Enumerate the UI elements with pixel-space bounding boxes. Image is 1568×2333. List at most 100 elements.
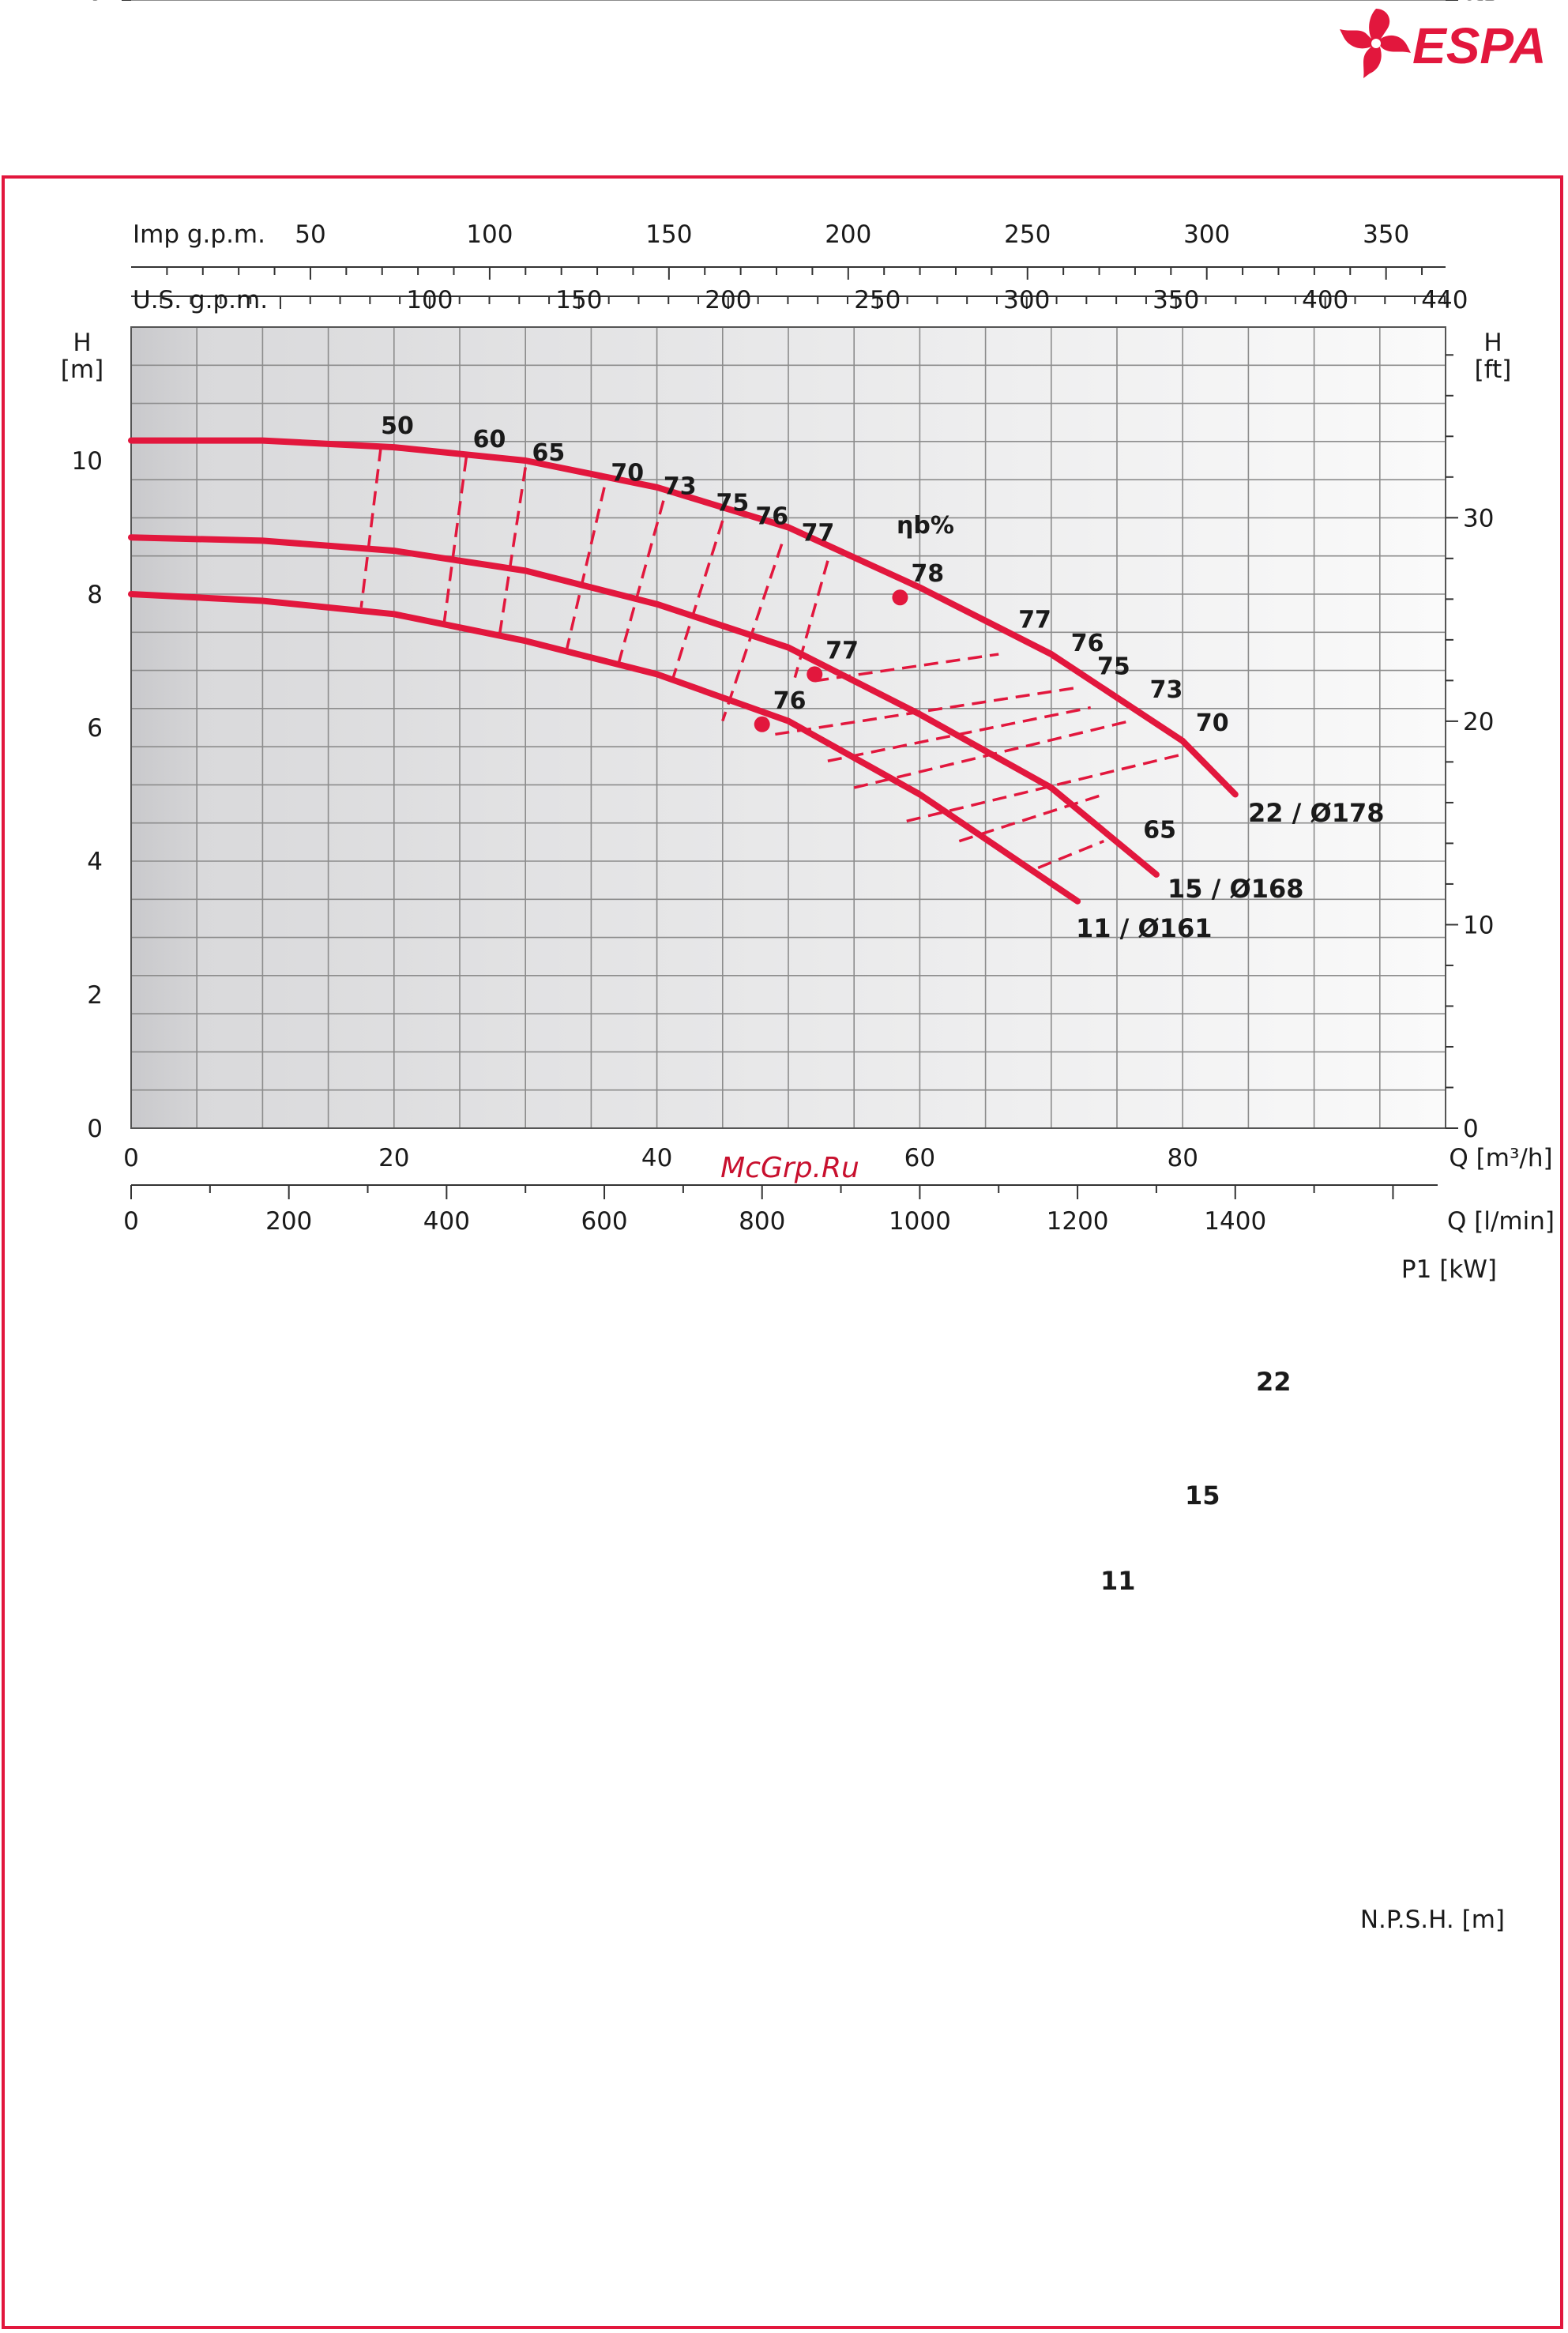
head-y-right-tick-label: 20 [1463, 708, 1494, 736]
lmin-tick-label: 1400 [1204, 1207, 1266, 1236]
npsh-y-right-tick-label: 0 [1473, 0, 1489, 6]
power-curve-label: 22 [1256, 1367, 1292, 1397]
efficiency-label: 76 [1071, 630, 1104, 657]
head-ylabel-right: H [1483, 329, 1502, 357]
npsh-y-right-tick-label: 10 [1465, 0, 1496, 6]
efficiency-label: 73 [1150, 676, 1183, 704]
npsh-y-tick-label: 0 [87, 0, 103, 6]
efficiency-label: 50 [381, 412, 414, 440]
efficiency-label: 75 [716, 489, 749, 517]
efficiency-label: 60 [473, 426, 506, 453]
head-y-tick-label: 0 [87, 1115, 103, 1143]
efficiency-label: 73 [664, 472, 697, 500]
efficiency-label: 65 [1143, 816, 1176, 844]
lmin-tick-label: 800 [739, 1207, 785, 1236]
efficiency-line-50 [359, 446, 382, 608]
imp-gpm-tick-label: 50 [295, 220, 325, 249]
head-grid [130, 326, 1446, 1129]
lmin-tick-label: 400 [423, 1207, 470, 1236]
power-ylabel-right: P1 [kW] [1401, 1255, 1497, 1284]
head-x-tick-label: 40 [641, 1144, 672, 1172]
brand-name: ESPA [1412, 17, 1547, 74]
efficiency-title: ηb% [897, 512, 954, 540]
us-gpm-tick-label: 350 [1152, 286, 1199, 314]
efficiency-line-70 [563, 487, 606, 658]
espa-logo: ESPA [1340, 9, 1547, 78]
efficiency-label: 76 [755, 502, 788, 530]
head-y-tick-label: 8 [87, 581, 103, 609]
efficiency-line-65 [1037, 840, 1105, 870]
bep-label: 76 [773, 687, 807, 715]
efficiency-line-73 [615, 500, 665, 668]
npsh-y-tick-label: 6 [87, 0, 103, 6]
efficiency-line-70 [906, 753, 1183, 823]
imp-gpm-tick-label: 350 [1363, 220, 1409, 249]
lmin-tick-label: 1000 [889, 1207, 951, 1236]
efficiency-line-77 [793, 560, 829, 679]
us-gpm-tick-label: 300 [1003, 286, 1050, 314]
head-ylabel-left: H [73, 329, 91, 357]
head-curve-1 [128, 534, 1160, 878]
power-curve-label: 15 [1185, 1481, 1220, 1511]
lmin-tick-label: 0 [123, 1207, 139, 1236]
us-gpm-tick-label: 100 [406, 286, 453, 314]
imp-gpm-tick-label: 150 [645, 220, 692, 249]
lmin-label: Q [l/min] [1447, 1207, 1555, 1236]
efficiency-line-65 [498, 467, 527, 638]
npsh-y-tick-label: 2 [87, 0, 103, 6]
us-gpm-label: U.S. g.p.m. [133, 286, 268, 314]
head-curve-0 [128, 437, 1239, 798]
us-gpm-tick-label: 440 [1421, 286, 1468, 314]
bep-point [892, 589, 908, 606]
efficiency-label: 70 [1196, 709, 1229, 737]
bep-point [807, 666, 823, 683]
head-curve-label: 15 / Ø168 [1168, 874, 1304, 904]
power-y-tick-label: 1 [1473, 0, 1489, 6]
lmin-tick-label: 200 [265, 1207, 312, 1236]
head-y-right-tick-label: 10 [1463, 911, 1494, 939]
lmin-tick-label: 1200 [1047, 1207, 1109, 1236]
head-x-tick-label: 60 [904, 1144, 935, 1172]
efficiency-label: 65 [532, 439, 566, 467]
head-ylabel-right-unit: [ft] [1475, 356, 1512, 384]
head-x-tick-label: 80 [1167, 1144, 1198, 1172]
watermark: McGrp.Ru [720, 1152, 859, 1184]
npsh-y-right-tick-label: 5 [1473, 0, 1489, 6]
us-gpm-tick-label: 150 [555, 286, 602, 314]
head-y-tick-label: 10 [72, 447, 103, 476]
head-curve-label: 11 / Ø161 [1076, 913, 1213, 943]
head-y-tick-label: 6 [87, 714, 103, 743]
imp-gpm-tick-label: 250 [1004, 220, 1051, 249]
efficiency-line-76 [775, 686, 1078, 736]
npsh-ylabel-right: N.P.S.H. [m] [1360, 1906, 1505, 1934]
head-x-tick-label: 0 [123, 1144, 139, 1172]
power-y-tick-label: 2 [1473, 0, 1489, 6]
power-y-tick-label: 1.5 [1461, 0, 1500, 6]
npsh-y-tick-label: 4 [87, 0, 103, 6]
head-curve-2 [128, 591, 1081, 905]
head-curve-label: 22 / Ø178 [1248, 798, 1385, 828]
chart-frame [2, 175, 1563, 2329]
espa-rotor-icon [1340, 9, 1411, 78]
power-y-tick-label: 0 [1473, 0, 1489, 6]
head-plot-border [130, 326, 1446, 1129]
efficiency-line-75 [668, 520, 724, 688]
efficiency-label: 70 [611, 459, 644, 487]
head-y-right-tick-label: 0 [1463, 1115, 1479, 1143]
lmin-tick-label: 600 [581, 1207, 627, 1236]
power-y-tick-label: 0.5 [1461, 0, 1500, 6]
bep-label: 77 [825, 637, 859, 664]
bep-label: 78 [911, 560, 944, 588]
efficiency-line-60 [442, 457, 468, 625]
head-xlabel: Q [m³/h] [1449, 1144, 1552, 1172]
power-curve-label: 11 [1100, 1566, 1136, 1596]
us-gpm-tick-label: 200 [705, 286, 751, 314]
us-gpm-tick-label: 250 [854, 286, 901, 314]
us-gpm-tick-label: 400 [1302, 286, 1348, 314]
npsh-y-right-tick-label: 15 [1465, 0, 1496, 6]
efficiency-line-65 [958, 792, 1104, 843]
head-y-tick-label: 4 [87, 848, 103, 876]
imp-gpm-tick-label: 100 [466, 220, 513, 249]
